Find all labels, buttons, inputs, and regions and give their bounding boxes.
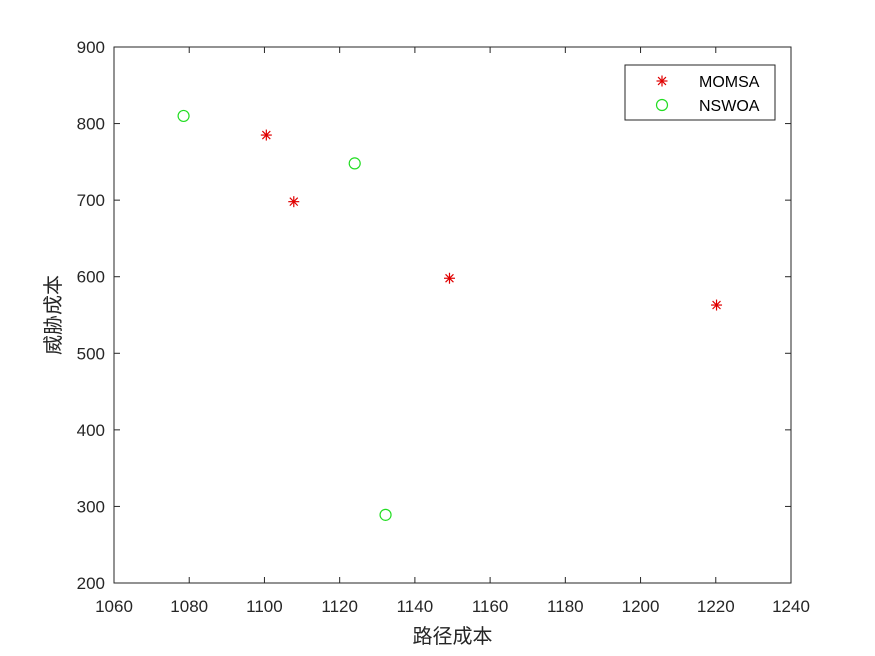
x-tick-label: 1120: [321, 597, 358, 616]
y-tick-label: 200: [77, 574, 105, 593]
x-tick-label: 1140: [397, 597, 434, 616]
x-tick-label: 1060: [95, 597, 133, 616]
x-axis-label: 路径成本: [413, 624, 493, 648]
point-momsa-3: [443, 272, 455, 284]
y-tick-label: 500: [77, 344, 105, 363]
y-tick-label: 800: [77, 115, 105, 134]
x-tick-label: 1200: [622, 597, 660, 616]
x-tick-label: 1240: [772, 597, 810, 616]
y-tick-label: 400: [77, 421, 105, 440]
x-tick-label: 1160: [472, 597, 509, 616]
y-tick-label: 900: [77, 38, 105, 57]
y-tick-label: 700: [77, 191, 105, 210]
legend-label-momsa: MOMSA: [699, 74, 760, 91]
point-nswoa-3: [379, 508, 392, 521]
y-tick-label: 300: [77, 497, 105, 516]
legend-label-nswoa: NSWOA: [699, 98, 760, 115]
plot-area: [113, 46, 792, 584]
legend-box: [624, 64, 776, 121]
legend-marker-nswoa: [655, 98, 669, 112]
plot-frame: [113, 46, 792, 584]
legend: MOMSA NSWOA: [624, 64, 776, 121]
x-tick-label: 1180: [547, 597, 584, 616]
data-points: [177, 109, 723, 521]
y-axis-ticks: 200 300 400 500 600 700 800 900: [77, 38, 791, 593]
point-momsa-1: [260, 129, 272, 141]
y-axis-label: 威胁成本: [41, 275, 65, 355]
point-momsa-2: [288, 196, 300, 208]
x-tick-label: 1220: [697, 597, 735, 616]
x-tick-label: 1100: [246, 597, 283, 616]
legend-marker-momsa: [656, 75, 668, 87]
x-axis-ticks: 1060 1080 1100 1120 1140 1160 1180 1200 1220 1240: [95, 47, 810, 616]
x-tick-label: 1080: [170, 597, 208, 616]
point-nswoa-2: [348, 157, 361, 170]
point-nswoa-1: [177, 109, 190, 123]
y-tick-label: 600: [77, 268, 105, 287]
point-momsa-4: [711, 299, 723, 311]
